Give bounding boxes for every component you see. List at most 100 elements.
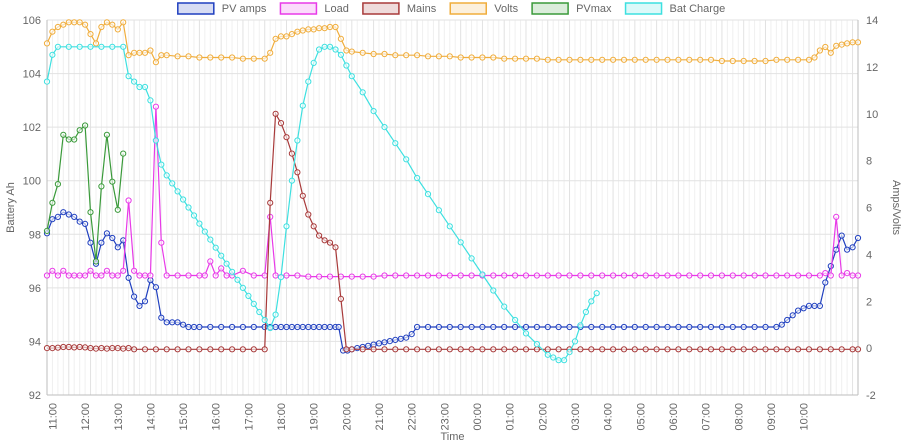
data-point [103,345,111,352]
data-point [838,346,845,353]
data-point [533,272,541,279]
data-point [740,346,747,353]
legend[interactable]: PV amps Load Mains Volts PVmax Bat Charge [177,2,726,15]
data-point [98,239,105,246]
data-point [98,345,105,352]
data-point [103,230,111,237]
data-point [294,323,301,331]
data-point [805,56,813,63]
data-point [76,19,83,26]
data-point [610,56,617,63]
data-point [120,150,127,157]
legend-item-pv-amps[interactable]: PV amps [177,2,267,15]
data-point [54,272,62,279]
data-point [71,272,78,279]
x-tick-label: 09:00 [766,403,778,431]
data-point [321,237,328,244]
x-tick-label: 08:00 [733,403,745,431]
data-point [751,57,758,65]
x-tick-label: 14:00 [145,403,157,431]
data-point [424,272,432,279]
data-point [686,272,693,279]
data-point [577,56,584,63]
data-point [43,40,51,47]
data-point [838,232,845,239]
data-point [76,43,83,50]
data-point [789,312,796,319]
data-point [805,302,813,309]
data-point [60,21,67,28]
data-point [43,272,51,279]
data-point [381,50,388,58]
data-point [169,180,176,187]
legend-item-volts[interactable]: Volts [449,2,519,15]
data-point [697,323,704,331]
data-point [326,43,334,50]
data-point [316,273,323,280]
data-point [686,323,693,331]
data-point [675,346,682,353]
data-point [577,346,584,353]
data-point [54,181,62,188]
data-point [522,323,530,331]
legend-item-pvmax[interactable]: PVmax [531,2,612,15]
data-point [816,346,824,353]
data-point [403,346,410,353]
data-point [174,346,181,353]
data-point [664,272,671,279]
data-point [599,56,606,63]
data-point [136,49,143,56]
y-right-tick-label: 8 [866,156,872,168]
data-point [740,57,747,65]
data-point [414,346,421,353]
data-point [272,323,279,331]
data-point [207,236,214,243]
data-point [103,131,111,138]
data-point [125,197,132,204]
data-point [65,211,72,218]
data-point [141,346,149,353]
legend-item-bat-charge[interactable]: Bat Charge [624,2,726,15]
data-point [174,319,181,326]
data-point [729,272,736,279]
data-point [446,223,453,230]
legend-item-mains[interactable]: Mains [362,2,437,15]
data-point [822,43,829,51]
data-point [522,272,530,279]
legend-label: Load [324,3,348,15]
data-point [577,272,584,279]
data-point [267,324,274,332]
data-point [87,345,94,352]
data-point [60,267,67,274]
x-tick-label: 00:00 [472,403,484,431]
x-tick-label: 10:00 [799,403,811,431]
data-point [479,323,486,331]
data-point [250,346,257,353]
x-tick-label: 16:00 [211,403,223,431]
data-point [223,272,230,279]
data-point [158,52,165,59]
legend-label: Volts [494,3,518,15]
data-point [784,316,791,324]
data-point [294,272,301,279]
data-point [577,322,584,329]
data-point [854,272,862,279]
legend-item-load[interactable]: Load [279,2,349,15]
data-point [76,272,83,279]
data-point [854,39,862,46]
data-point [250,55,257,62]
data-point [370,50,377,58]
y-left-tick-label: 100 [23,176,41,188]
data-point [152,103,159,110]
y-right-tick-label: 14 [866,15,878,27]
data-point [642,323,649,331]
data-point [92,345,100,352]
data-point [588,272,595,279]
data-point [141,49,149,56]
data-point [838,41,845,48]
data-point [544,56,551,63]
data-point [403,156,410,163]
data-point [120,267,127,274]
data-point [305,78,312,85]
